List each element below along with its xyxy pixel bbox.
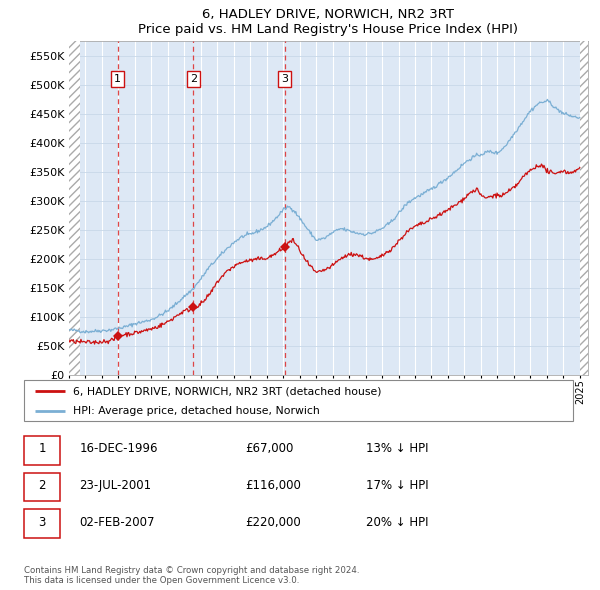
Text: 1: 1 bbox=[114, 74, 121, 84]
FancyBboxPatch shape bbox=[24, 436, 60, 464]
Text: 17% ↓ HPI: 17% ↓ HPI bbox=[366, 478, 429, 492]
Bar bbox=[69, 41, 80, 375]
FancyBboxPatch shape bbox=[24, 509, 60, 538]
FancyBboxPatch shape bbox=[24, 380, 573, 421]
Text: 13% ↓ HPI: 13% ↓ HPI bbox=[366, 442, 429, 455]
Text: 3: 3 bbox=[38, 516, 46, 529]
Text: 2: 2 bbox=[190, 74, 197, 84]
Text: 23-JUL-2001: 23-JUL-2001 bbox=[79, 478, 151, 492]
Text: 1: 1 bbox=[38, 442, 46, 455]
Text: 02-FEB-2007: 02-FEB-2007 bbox=[79, 516, 155, 529]
Text: £220,000: £220,000 bbox=[245, 516, 301, 529]
Text: £67,000: £67,000 bbox=[245, 442, 293, 455]
FancyBboxPatch shape bbox=[24, 473, 60, 502]
Text: HPI: Average price, detached house, Norwich: HPI: Average price, detached house, Norw… bbox=[73, 407, 319, 416]
Bar bbox=[580, 41, 588, 375]
Text: 3: 3 bbox=[281, 74, 288, 84]
Text: 20% ↓ HPI: 20% ↓ HPI bbox=[366, 516, 429, 529]
Text: 2: 2 bbox=[38, 478, 46, 492]
Text: 16-DEC-1996: 16-DEC-1996 bbox=[79, 442, 158, 455]
Text: £116,000: £116,000 bbox=[245, 478, 301, 492]
Title: 6, HADLEY DRIVE, NORWICH, NR2 3RT
Price paid vs. HM Land Registry's House Price : 6, HADLEY DRIVE, NORWICH, NR2 3RT Price … bbox=[139, 8, 518, 36]
Text: 6, HADLEY DRIVE, NORWICH, NR2 3RT (detached house): 6, HADLEY DRIVE, NORWICH, NR2 3RT (detac… bbox=[73, 386, 381, 396]
Text: Contains HM Land Registry data © Crown copyright and database right 2024.
This d: Contains HM Land Registry data © Crown c… bbox=[24, 566, 359, 585]
